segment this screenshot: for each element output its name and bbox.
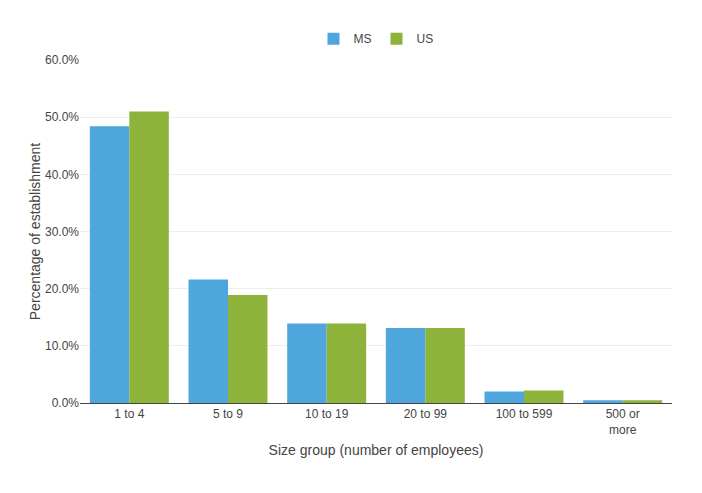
svg-text:20.0%: 20.0%	[45, 282, 79, 296]
svg-text:10 to 19: 10 to 19	[305, 407, 349, 421]
svg-text:20 to 99: 20 to 99	[404, 407, 448, 421]
svg-text:10.0%: 10.0%	[45, 339, 79, 353]
svg-text:30.0%: 30.0%	[45, 225, 79, 239]
svg-text:5 to 9: 5 to 9	[213, 407, 243, 421]
svg-text:50.0%: 50.0%	[45, 110, 79, 124]
svg-text:500 ormore: 500 ormore	[606, 407, 640, 437]
svg-text:Size group (number of employee: Size group (number of employees)	[269, 442, 484, 458]
svg-text:60.0%: 60.0%	[45, 53, 79, 67]
svg-text:100 to 599: 100 to 599	[496, 407, 553, 421]
svg-text:0.0%: 0.0%	[52, 396, 80, 410]
svg-text:Percentage of establishment: Percentage of establishment	[27, 143, 43, 321]
svg-text:MS: MS	[354, 32, 372, 46]
svg-text:1 to 4: 1 to 4	[114, 407, 144, 421]
svg-text:US: US	[417, 32, 434, 46]
svg-text:40.0%: 40.0%	[45, 168, 79, 182]
